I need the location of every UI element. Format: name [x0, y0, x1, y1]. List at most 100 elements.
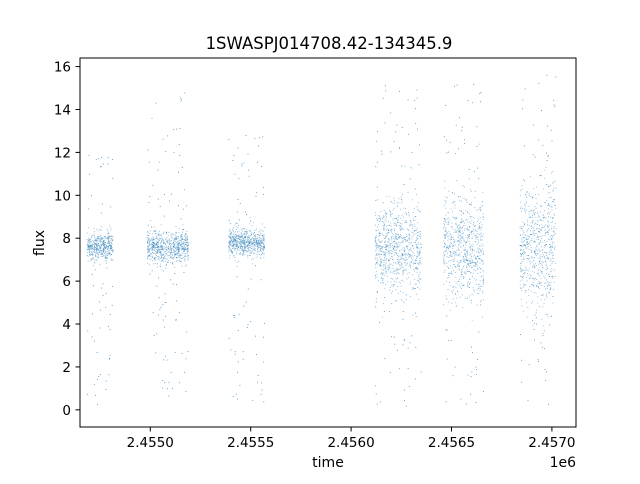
data-point [185, 241, 187, 243]
data-point [535, 222, 536, 224]
data-point [238, 241, 240, 243]
data-point [252, 237, 254, 239]
data-point [238, 178, 240, 180]
y-tick-label: 12 [54, 145, 71, 161]
data-point [454, 244, 456, 246]
data-point [99, 247, 101, 249]
data-point [548, 276, 550, 277]
data-point [392, 290, 393, 292]
data-point [87, 248, 89, 250]
data-point [553, 104, 555, 106]
data-point [98, 242, 100, 244]
data-point [103, 235, 105, 237]
data-point [478, 143, 480, 145]
data-point [454, 255, 455, 257]
data-point [415, 229, 417, 231]
data-point [99, 327, 101, 329]
data-point [524, 240, 525, 242]
data-point [405, 262, 406, 264]
data-point [532, 266, 534, 268]
data-point [543, 217, 545, 219]
data-point [399, 264, 401, 266]
data-point [247, 241, 249, 243]
data-point [376, 254, 378, 256]
data-point [525, 246, 527, 248]
chart-title: 1SWASPJ014708.42-134345.9 [206, 34, 453, 53]
data-point [395, 263, 397, 265]
data-point [539, 229, 541, 231]
data-point [526, 269, 528, 271]
data-point [92, 241, 94, 243]
data-point [447, 260, 449, 262]
data-point [176, 254, 178, 256]
data-point [466, 257, 468, 259]
data-point [554, 105, 556, 107]
data-point [392, 284, 394, 286]
data-point [254, 232, 255, 234]
data-point [236, 235, 238, 237]
data-point [414, 108, 416, 110]
data-point [94, 394, 96, 396]
data-point [531, 277, 533, 279]
data-point [413, 263, 415, 265]
data-point [537, 235, 539, 237]
data-point [539, 254, 541, 256]
data-point [522, 244, 524, 246]
data-point [468, 284, 470, 285]
data-point [531, 209, 532, 211]
data-point [374, 212, 376, 214]
data-point [94, 239, 96, 241]
data-point [158, 256, 160, 258]
data-point [230, 250, 232, 252]
data-point [186, 239, 188, 241]
data-point [108, 242, 110, 244]
data-point [443, 234, 445, 236]
data-point [109, 249, 111, 251]
data-point [258, 254, 260, 255]
data-point [392, 286, 394, 288]
data-point [389, 239, 391, 241]
data-point [384, 247, 386, 248]
data-point [155, 248, 157, 250]
data-point [383, 265, 385, 267]
data-point [103, 242, 105, 244]
data-point [414, 288, 416, 289]
data-point [464, 271, 465, 273]
data-point [471, 352, 473, 353]
data-point [546, 295, 547, 297]
data-point [167, 251, 169, 253]
data-point [241, 242, 243, 244]
data-point [160, 245, 162, 247]
data-point [524, 269, 526, 271]
data-point [458, 250, 460, 251]
data-point [533, 271, 535, 273]
data-point [155, 240, 157, 242]
data-point [170, 248, 172, 250]
data-point [401, 226, 402, 228]
data-point [401, 255, 403, 257]
data-point [182, 241, 184, 243]
data-point [461, 294, 463, 296]
data-point [535, 277, 537, 279]
data-point [466, 267, 467, 269]
data-point [519, 280, 521, 282]
data-point [253, 235, 255, 237]
data-point [153, 238, 155, 240]
data-point [374, 241, 376, 243]
data-point [392, 267, 394, 269]
data-point [108, 245, 110, 247]
data-point [246, 327, 248, 328]
data-point [228, 236, 230, 238]
data-point [454, 85, 455, 87]
data-point [108, 237, 110, 239]
data-point [244, 254, 246, 256]
data-point [151, 248, 153, 250]
data-point [470, 248, 472, 250]
data-point [551, 261, 553, 263]
data-point [468, 225, 470, 227]
data-point [449, 273, 451, 275]
data-point [544, 251, 546, 253]
data-point [552, 217, 554, 219]
data-point [523, 223, 525, 225]
